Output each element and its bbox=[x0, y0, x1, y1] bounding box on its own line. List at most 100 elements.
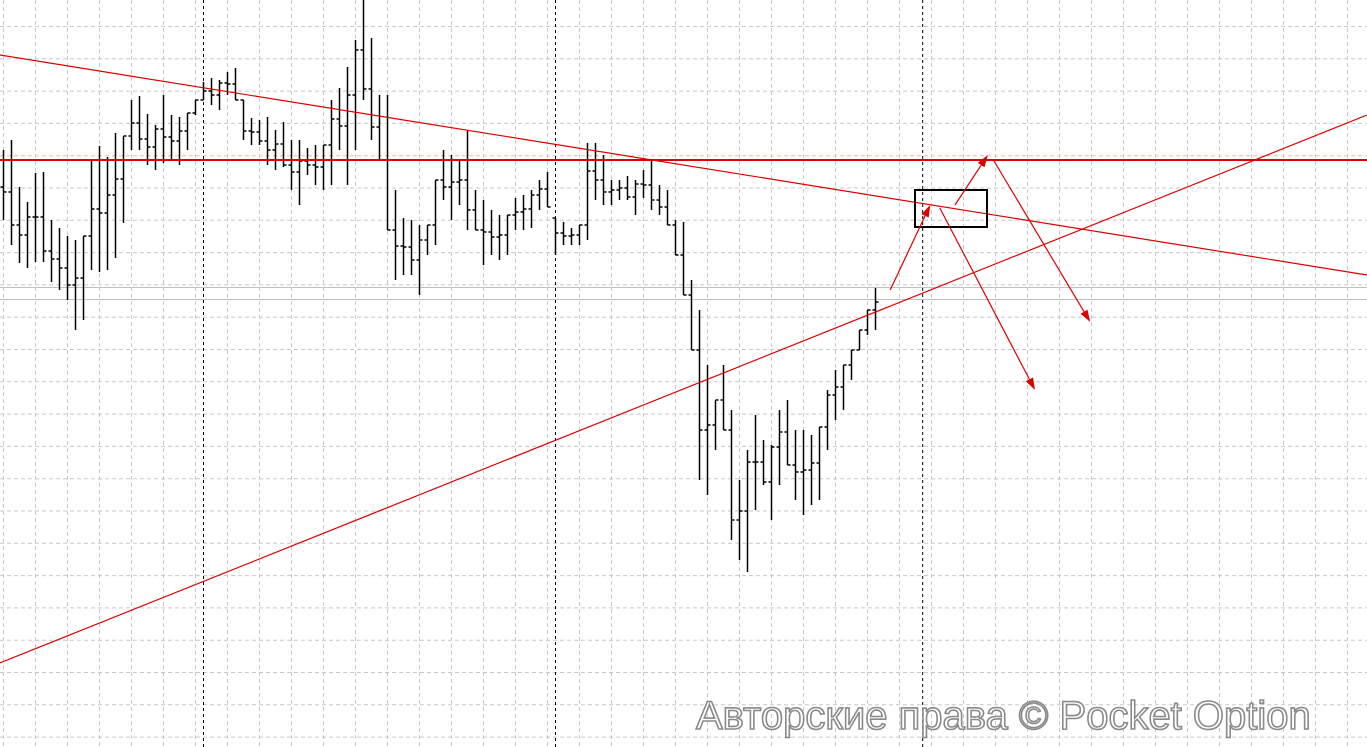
ohlc-bar bbox=[840, 364, 847, 410]
ohlc-bar bbox=[816, 426, 823, 500]
ohlc-bar bbox=[368, 38, 375, 140]
ohlc-bar bbox=[640, 170, 647, 198]
ohlc-bar bbox=[208, 78, 215, 105]
ohlc-bar bbox=[64, 236, 71, 300]
ohlc-bar bbox=[760, 440, 767, 485]
ohlc-bar bbox=[656, 185, 663, 215]
ohlc-bar bbox=[832, 370, 839, 420]
ohlc-bar bbox=[744, 450, 751, 572]
ohlc-bar bbox=[32, 173, 39, 262]
ohlc-bar bbox=[520, 195, 527, 230]
ohlc-bar bbox=[8, 140, 15, 245]
ohlc-bar bbox=[48, 220, 55, 282]
ohlc-bar bbox=[328, 100, 335, 185]
ohlc-bar bbox=[0, 150, 7, 220]
ohlc-bar bbox=[152, 125, 159, 170]
ohlc-bar bbox=[248, 118, 255, 145]
ohlc-bar bbox=[144, 114, 151, 165]
ohlc-bar bbox=[544, 172, 551, 208]
ohlc-bar bbox=[304, 148, 311, 175]
ohlc-bar bbox=[184, 112, 191, 150]
ohlc-bar bbox=[648, 160, 655, 210]
ohlc-bar bbox=[72, 240, 79, 330]
ohlc-bar bbox=[776, 410, 783, 485]
ohlc-bar bbox=[824, 390, 831, 450]
ohlc-bar bbox=[560, 222, 567, 245]
ohlc-bar bbox=[848, 349, 855, 380]
arrowhead-icon bbox=[977, 155, 988, 168]
ohlc-bar bbox=[624, 176, 631, 200]
arrow-line bbox=[889, 215, 926, 291]
ohlc-bar bbox=[272, 130, 279, 170]
ohlc-bar bbox=[616, 180, 623, 200]
trend-line bbox=[0, 54, 1367, 276]
ohlc-bar bbox=[344, 67, 351, 185]
arrowhead-icon bbox=[1025, 377, 1035, 390]
ohlc-bar bbox=[288, 140, 295, 190]
arrowhead-icon bbox=[921, 205, 931, 218]
ohlc-bar bbox=[200, 82, 207, 101]
ohlc-bar bbox=[360, 0, 367, 100]
ohlc-bar bbox=[176, 117, 183, 165]
ohlc-bar bbox=[752, 415, 759, 510]
ohlc-bar bbox=[528, 190, 535, 228]
ohlc-bar bbox=[376, 95, 383, 161]
ohlc-bar bbox=[872, 288, 879, 330]
ohlc-bar bbox=[216, 80, 223, 110]
ohlc-bar bbox=[536, 180, 543, 210]
arrow-line bbox=[939, 207, 1030, 380]
ohlc-bar bbox=[480, 200, 487, 265]
ohlc-bar bbox=[240, 99, 247, 140]
ohlc-bar bbox=[704, 365, 711, 495]
ohlc-bar bbox=[512, 198, 519, 230]
ohlc-bar bbox=[80, 235, 87, 320]
ohlc-bar bbox=[464, 130, 471, 230]
ohlc-bar bbox=[720, 365, 727, 431]
ohlc-bar bbox=[264, 117, 271, 165]
ohlc-bar bbox=[600, 155, 607, 205]
ohlc-bar bbox=[384, 95, 391, 231]
ohlc-bar bbox=[584, 143, 591, 240]
ohlc-bar bbox=[864, 309, 871, 335]
ohlc-bar bbox=[608, 180, 615, 205]
ohlc-bar bbox=[792, 430, 799, 500]
ohlc-bar bbox=[552, 217, 559, 255]
ohlc-bar bbox=[784, 400, 791, 466]
ohlc-bar bbox=[392, 190, 399, 280]
arrow-line bbox=[992, 159, 1085, 313]
ohlc-bar bbox=[592, 143, 599, 200]
ohlc-bar bbox=[712, 399, 719, 450]
ohlc-bar bbox=[296, 140, 303, 205]
ohlc-bar bbox=[488, 210, 495, 255]
arrowhead-icon bbox=[1080, 309, 1091, 322]
ohlc-bar bbox=[496, 215, 503, 260]
ohlc-bar bbox=[192, 99, 199, 115]
ohlc-bar bbox=[56, 228, 63, 290]
ohlc-bar bbox=[312, 145, 319, 185]
ohlc-bar bbox=[432, 179, 439, 245]
ohlc-bar bbox=[40, 172, 47, 262]
ohlc-bar bbox=[448, 155, 455, 220]
ohlc-bar bbox=[800, 430, 807, 515]
ohlc-bar bbox=[808, 435, 815, 505]
ohlc-bar bbox=[680, 222, 687, 296]
ohlc-bar bbox=[456, 160, 463, 205]
ohlc-bar bbox=[408, 220, 415, 275]
ohlc-bar bbox=[424, 224, 431, 255]
ohlc-bar bbox=[16, 187, 23, 263]
ohlc-bar bbox=[856, 329, 863, 351]
ohlc-bar bbox=[696, 310, 703, 480]
ohlc-bar bbox=[104, 157, 111, 270]
ohlc-bar bbox=[504, 214, 511, 255]
ohlc-bar bbox=[416, 225, 423, 295]
ohlc-bar bbox=[728, 410, 735, 540]
ohlc-bar bbox=[736, 480, 743, 560]
ohlc-bar bbox=[568, 228, 575, 245]
ohlc-bar bbox=[768, 445, 775, 520]
ohlc-bar bbox=[632, 180, 639, 215]
ohlc-bar bbox=[400, 218, 407, 275]
ohlc-bar bbox=[120, 135, 127, 223]
ohlc-bar bbox=[128, 100, 135, 150]
